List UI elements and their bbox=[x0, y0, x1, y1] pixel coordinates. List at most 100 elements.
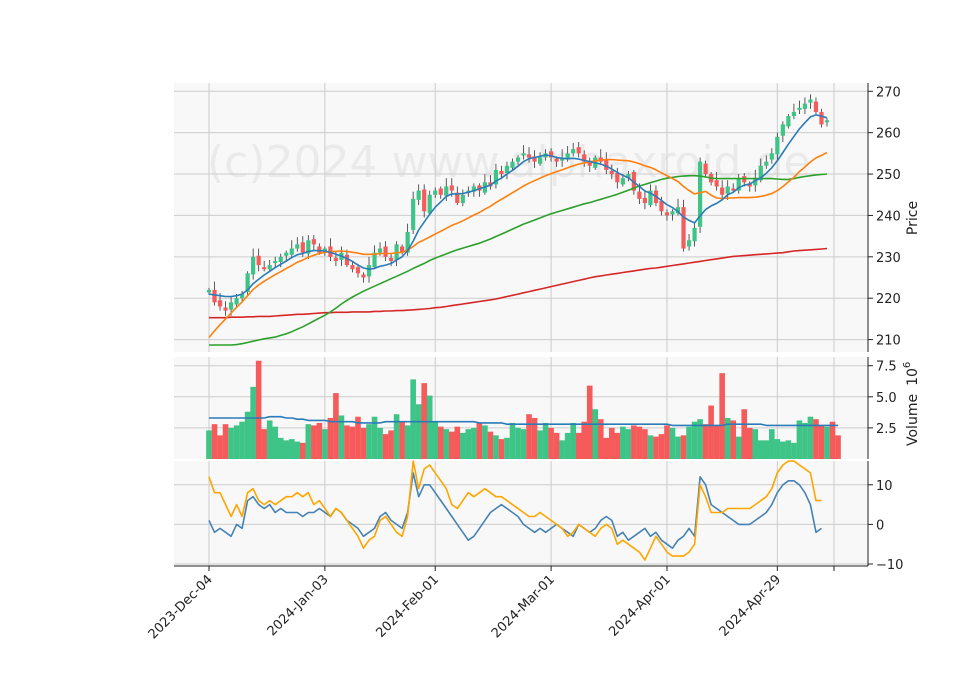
candle-body bbox=[670, 211, 675, 215]
candle bbox=[769, 148, 774, 164]
candle-body bbox=[212, 289, 217, 303]
candle-body bbox=[515, 157, 521, 162]
candle bbox=[273, 256, 278, 268]
volume-bar bbox=[305, 424, 312, 459]
candle-body bbox=[758, 165, 763, 181]
volume-bar bbox=[239, 421, 245, 459]
candle-body bbox=[284, 252, 289, 256]
volume-bar bbox=[763, 440, 770, 459]
candle-body bbox=[681, 207, 686, 249]
candle-body bbox=[664, 212, 670, 216]
candle bbox=[714, 171, 719, 191]
volume-bar bbox=[272, 426, 279, 459]
volume-bar bbox=[399, 421, 405, 459]
volume-bar bbox=[824, 426, 830, 459]
candle-body bbox=[813, 101, 819, 112]
candle bbox=[764, 155, 769, 169]
volume-bar bbox=[443, 429, 450, 459]
volume-bar bbox=[460, 432, 466, 459]
volume-tick-label: 5.0 bbox=[876, 391, 897, 406]
price-tick-label: 260 bbox=[876, 127, 901, 142]
volume-bar bbox=[553, 432, 560, 459]
volume-bar bbox=[388, 430, 394, 459]
volume-bar bbox=[542, 422, 549, 459]
volume-bar bbox=[791, 442, 797, 459]
volume-bar bbox=[741, 409, 748, 459]
candle bbox=[587, 157, 592, 172]
volume-bar bbox=[647, 435, 654, 459]
candle-body bbox=[350, 265, 355, 270]
candle-body bbox=[819, 111, 824, 125]
candle-body bbox=[366, 265, 372, 277]
osc-tick-label: 0 bbox=[876, 518, 884, 533]
volume-bar bbox=[592, 409, 599, 459]
x-tick-label: 2023-Dec-04 bbox=[146, 572, 216, 642]
candle-body bbox=[659, 200, 664, 212]
volume-bar bbox=[603, 437, 610, 459]
candle bbox=[731, 183, 736, 193]
price-tick-label: 270 bbox=[876, 85, 901, 100]
volume-bar bbox=[222, 424, 229, 459]
candle bbox=[720, 180, 725, 200]
candle bbox=[797, 100, 802, 115]
candle-body bbox=[615, 173, 620, 183]
candle-body bbox=[400, 246, 405, 253]
candle-body bbox=[295, 244, 300, 249]
candle-body bbox=[306, 240, 311, 254]
candle-body bbox=[317, 246, 322, 253]
volume-bar bbox=[206, 430, 212, 459]
candle bbox=[747, 181, 752, 192]
candle bbox=[692, 222, 697, 247]
candle bbox=[438, 186, 443, 199]
candle-body bbox=[383, 246, 388, 257]
candle-body bbox=[637, 191, 642, 199]
candle-body bbox=[223, 307, 228, 311]
candle-body bbox=[786, 116, 791, 127]
volume-bar bbox=[377, 427, 383, 459]
volume-bar bbox=[752, 429, 759, 459]
candle-body bbox=[537, 157, 543, 164]
candle-body bbox=[416, 190, 421, 200]
candle-body bbox=[471, 186, 476, 192]
ma-long-line bbox=[209, 173, 828, 346]
candle bbox=[372, 245, 377, 270]
candle bbox=[786, 114, 791, 129]
candle-body bbox=[262, 267, 267, 270]
candle-body bbox=[355, 267, 361, 274]
candle bbox=[477, 183, 482, 197]
volume-bar bbox=[713, 425, 720, 459]
candle bbox=[824, 118, 830, 127]
candle-body bbox=[311, 239, 316, 245]
volume-bar bbox=[559, 440, 565, 459]
volume-bar bbox=[410, 379, 416, 459]
volume-bar bbox=[807, 416, 814, 459]
volume-bar bbox=[586, 385, 593, 459]
volume-bar bbox=[498, 439, 505, 459]
volume-bar bbox=[669, 427, 676, 459]
candle bbox=[333, 250, 339, 267]
volume-bar bbox=[620, 426, 626, 459]
candle bbox=[515, 155, 521, 165]
price-panel-background bbox=[174, 83, 868, 352]
volume-bar bbox=[283, 440, 290, 459]
volume-bar bbox=[432, 421, 439, 459]
volume-bar bbox=[504, 437, 510, 459]
candle-body bbox=[388, 257, 394, 261]
x-tick-label: 2024-Feb-01 bbox=[373, 572, 442, 641]
volume-bar bbox=[316, 422, 323, 459]
candle-body bbox=[460, 194, 465, 204]
candle-body bbox=[720, 187, 725, 195]
volume-bar bbox=[288, 439, 295, 459]
candle bbox=[245, 271, 250, 297]
volume-bars-group bbox=[206, 360, 841, 459]
candle bbox=[223, 301, 228, 316]
volume-bar bbox=[244, 411, 251, 459]
volume-bar bbox=[261, 429, 267, 459]
volume-bar bbox=[360, 427, 367, 459]
volume-bar bbox=[575, 432, 582, 459]
candle-body bbox=[753, 178, 758, 186]
candle bbox=[648, 184, 653, 208]
price-tick-label: 250 bbox=[876, 168, 901, 183]
watermark-text: (c)2024 www.alphaxroid.de bbox=[207, 137, 811, 188]
volume-bar bbox=[277, 437, 284, 459]
